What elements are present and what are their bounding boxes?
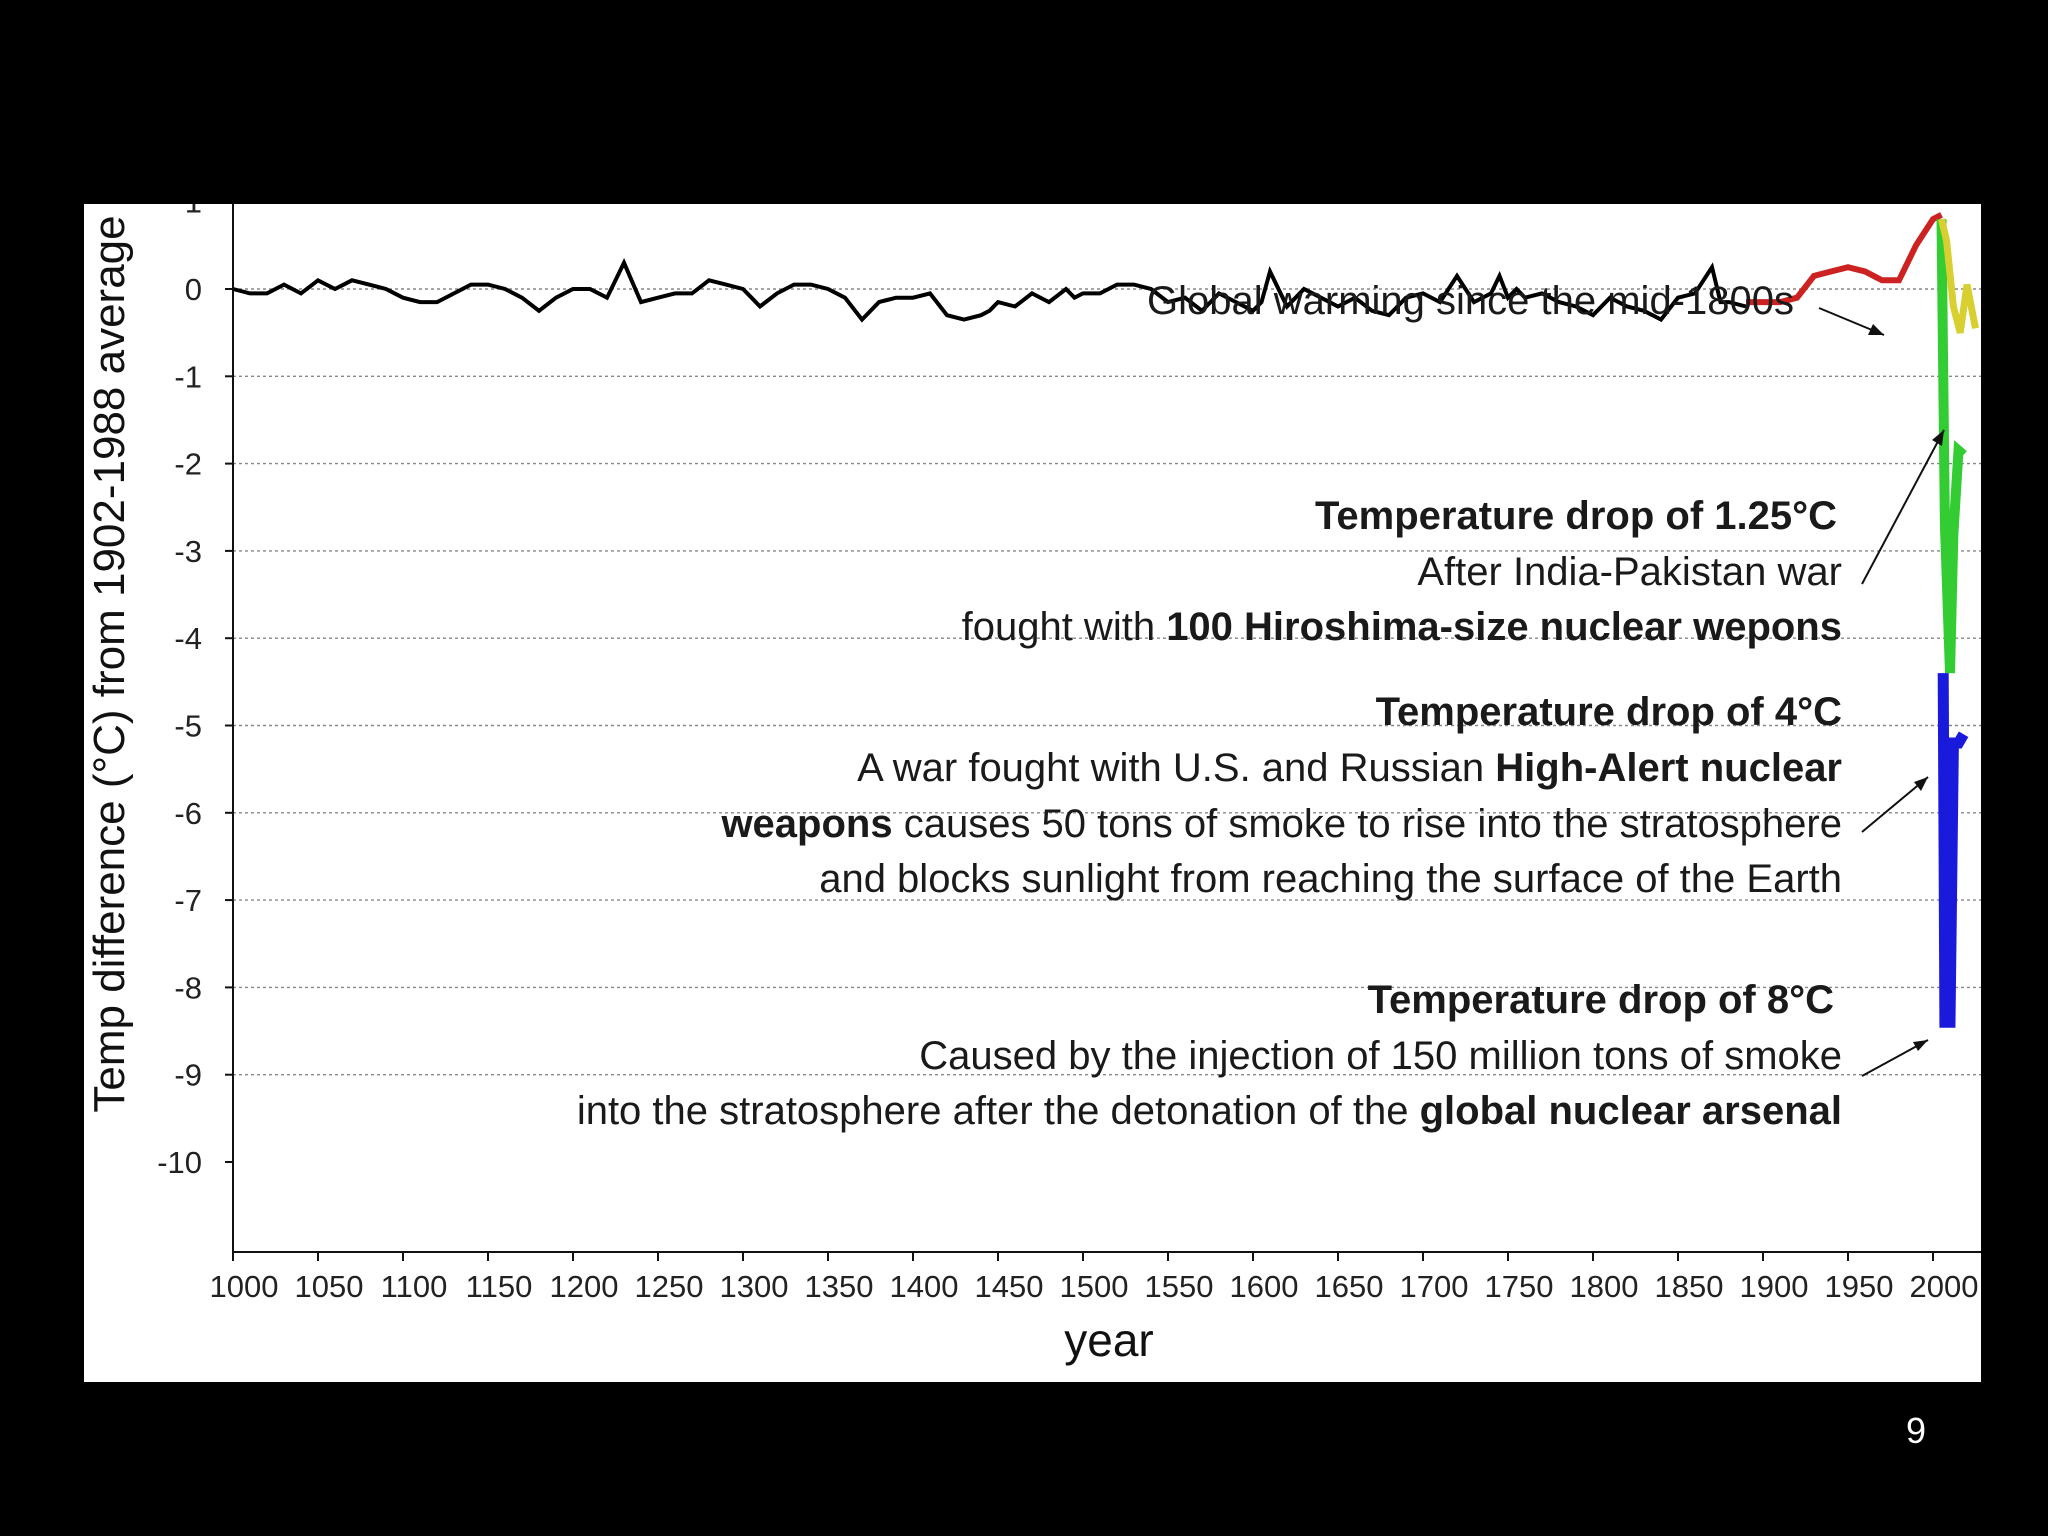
y-tick-label: 1 (185, 204, 202, 220)
y-tick-label: 0 (185, 272, 202, 307)
drop2-line1-plain: A war fought with U.S. and Russian (857, 746, 1495, 790)
x-tick-label: 1150 (466, 1269, 533, 1304)
drop1-line2: fought with 100 Hiroshima-size nuclear w… (962, 605, 1842, 649)
historical-temperature-line (232, 258, 1747, 323)
x-tick-label: 1600 (1230, 1269, 1299, 1304)
drop1-title: Temperature drop of 1.25°C (1315, 494, 1837, 538)
y-tick-label: -3 (174, 534, 202, 569)
y-tick-labels: 1 0 -1 -2 -3 -4 -5 -6 -7 -8 -9 -10 (157, 204, 233, 1180)
x-tick-label: 1500 (1060, 1269, 1129, 1304)
x-tick-label: 1100 (381, 1269, 448, 1304)
india-pakistan-scenario-line (1938, 218, 1979, 334)
drop3-line1: Caused by the injection of 150 million t… (919, 1034, 1842, 1078)
y-tick-label: -8 (174, 970, 202, 1005)
drop2-line3: and blocks sunlight from reaching the su… (819, 857, 1842, 901)
drop2-arrow (1861, 776, 1929, 833)
y-tick-label: -10 (157, 1145, 202, 1180)
drop3-title: Temperature drop of 8°C (1368, 978, 1834, 1022)
us-russia-scenario-line (1936, 219, 1967, 674)
drop1-arrowhead (1932, 430, 1944, 446)
x-tick-label: 1300 (720, 1269, 789, 1304)
x-tick-labels: 1000 1050 1100 1150 1200 1250 1300 1350 1400 1450… (210, 1252, 1979, 1304)
warming-annotation: Global warming since the mid-1800s (1147, 279, 1794, 323)
drop1-line1: After India-Pakistan war (1417, 550, 1842, 594)
x-tick-label: 1400 (890, 1269, 959, 1304)
x-tick-label: 1750 (1485, 1269, 1554, 1304)
drop1-arrow (1861, 429, 1945, 585)
x-tick-label: 1700 (1400, 1269, 1469, 1304)
global-warming-line (1746, 212, 1943, 306)
x-tick-label: 1000 (210, 1269, 279, 1304)
drop1-line2-plain: fought with (962, 605, 1167, 649)
x-tick-label: 2000 (1910, 1269, 1979, 1304)
temperature-chart: 1 0 -1 -2 -3 -4 -5 -6 -7 -8 -9 -10 1000 1050 1100 1150… (85, 204, 1981, 1366)
y-tick-label: -1 (174, 359, 202, 394)
y-tick-label: -6 (174, 796, 202, 831)
drop2-line1: A war fought with U.S. and Russian High-… (857, 746, 1842, 790)
data-series (232, 212, 1979, 1028)
drop3-line2: into the stratosphere after the detonati… (577, 1089, 1842, 1133)
x-tick-label: 1650 (1315, 1269, 1384, 1304)
y-tick-label: -9 (174, 1058, 202, 1093)
axes (232, 204, 1981, 1253)
x-tick-label: 1950 (1825, 1269, 1894, 1304)
x-tick-label: 1850 (1655, 1269, 1724, 1304)
x-tick-label: 1350 (805, 1269, 874, 1304)
drop3-line2-bold: global nuclear arsenal (1420, 1089, 1842, 1133)
drop3-arrowhead (1913, 1040, 1928, 1051)
y-tick-label: -4 (174, 621, 202, 656)
slide-page-number: 9 (1905, 1410, 1926, 1451)
y-tick-label: -2 (174, 447, 202, 482)
drop2-line2-plain: causes 50 tons of smoke to rise into the… (893, 802, 1842, 846)
x-tick-label: 1250 (635, 1269, 704, 1304)
x-axis-title: year (1064, 1314, 1153, 1366)
x-tick-label: 1200 (550, 1269, 619, 1304)
drop2-line2-bold: weapons (720, 802, 892, 846)
drop2-arrowhead (1914, 777, 1928, 791)
x-tick-label: 1800 (1570, 1269, 1639, 1304)
drop2-title: Temperature drop of 4°C (1376, 690, 1842, 734)
drop1-line2-bold: 100 Hiroshima-size nuclear wepons (1166, 605, 1842, 649)
y-tick-label: -5 (174, 709, 202, 744)
x-tick-label: 1050 (295, 1269, 364, 1304)
x-tick-label: 1550 (1145, 1269, 1214, 1304)
annotation-arrows (1818, 307, 1945, 1077)
global-arsenal-scenario-line (1937, 673, 1969, 1028)
warming-arrowhead (1868, 324, 1884, 335)
x-tick-label: 1900 (1740, 1269, 1809, 1304)
y-axis-title: Temp difference (°C) from 1902-1988 aver… (85, 215, 134, 1112)
drop3-line2-plain: into the stratosphere after the detonati… (577, 1089, 1420, 1133)
chart-panel: 1 0 -1 -2 -3 -4 -5 -6 -7 -8 -9 -10 1000 1050 1100 1150… (84, 204, 1981, 1382)
x-tick-label: 1450 (975, 1269, 1044, 1304)
drop2-line2: weapons causes 50 tons of smoke to rise … (720, 802, 1842, 846)
drop2-line1-bold: High-Alert nuclear (1495, 746, 1842, 790)
y-tick-label: -7 (174, 883, 202, 918)
